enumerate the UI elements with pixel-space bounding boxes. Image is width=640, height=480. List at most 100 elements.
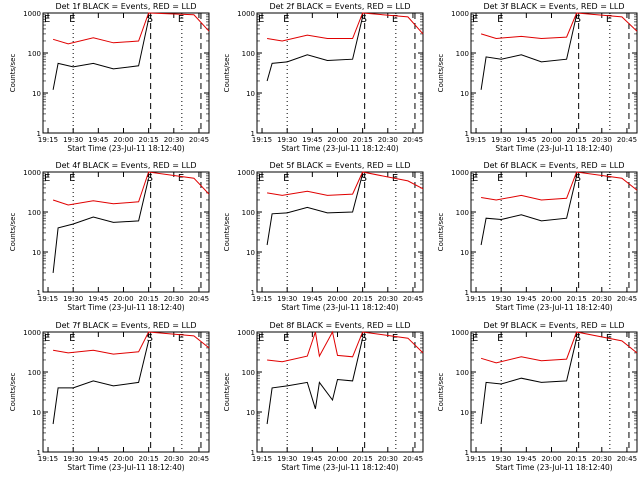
y-axis-label: Counts/sec — [9, 213, 17, 252]
y-tick-label: 10 — [246, 90, 255, 98]
y-tick-label: 100 — [28, 209, 41, 217]
y-tick-label: 10 — [460, 249, 469, 257]
y-tick-label: 10 — [246, 409, 255, 417]
y-axis-label: Counts/sec — [437, 54, 445, 93]
x-axis-label: Start Time (23-Jul-11 18:12:40) — [281, 144, 398, 153]
x-tick-label: 20:30 — [592, 295, 612, 303]
panel-3: Det 3f BLACK = Events, RED = LLD 1 10 100 10… — [437, 2, 638, 153]
y-tick-label: 100 — [456, 209, 469, 217]
chart-title: Det 4f BLACK = Events, RED = LLD — [55, 161, 196, 170]
x-tick-label: 19:15 — [38, 136, 58, 144]
plot-frame — [256, 331, 424, 453]
x-tick-label: 19:30 — [277, 136, 297, 144]
y-tick-label: 1000 — [451, 169, 469, 177]
y-axis-label: Counts/sec — [9, 54, 17, 93]
x-tick-label: 20:00 — [113, 136, 133, 144]
event-marker-label: E — [392, 14, 398, 25]
x-axis-label: Start Time (23-Jul-11 18:12:40) — [495, 463, 612, 472]
event-marker-label: S — [147, 173, 153, 184]
x-tick-label: 19:30 — [63, 455, 83, 463]
x-tick-label: 19:30 — [491, 295, 511, 303]
x-tick-label: 20:45 — [403, 136, 423, 144]
series-line-lld — [481, 171, 638, 201]
series-line-lld — [480, 12, 638, 40]
event-marker-label: S — [147, 333, 153, 344]
y-axis-label: Counts/sec — [437, 213, 445, 252]
plot-frame — [256, 171, 424, 293]
x-tick-label: 19:45 — [88, 136, 108, 144]
plot-frame — [470, 171, 638, 293]
y-tick-label: 1000 — [23, 169, 41, 177]
x-tick-label: 19:45 — [516, 295, 536, 303]
series-line-lld — [267, 12, 424, 42]
panel-4: Det 4f BLACK = Events, RED = LLD 1 10 100 10… — [9, 161, 210, 312]
y-tick-label: 1 — [251, 449, 255, 457]
x-tick-label: 20:15 — [139, 136, 159, 144]
x-tick-label: 20:00 — [541, 136, 561, 144]
event-marker-label: E — [44, 14, 50, 25]
x-tick-label: 20:45 — [617, 455, 637, 463]
x-tick-label: 19:15 — [38, 295, 58, 303]
chart-title: Det 2f BLACK = Events, RED = LLD — [269, 2, 410, 11]
x-tick-label: 19:30 — [63, 295, 83, 303]
x-tick-label: 20:00 — [327, 455, 347, 463]
event-marker-label: E — [69, 14, 75, 25]
series-line-events — [52, 178, 150, 273]
series-line-events — [480, 338, 578, 425]
series-line-events — [52, 340, 150, 425]
x-tick-label: 19:45 — [302, 136, 322, 144]
y-tick-label: 100 — [456, 50, 469, 58]
series-line-lld — [53, 331, 210, 355]
plot-frame — [42, 171, 210, 293]
event-marker-label: S — [575, 14, 581, 25]
y-tick-label: 10 — [246, 249, 255, 257]
panel-9: Det 9f BLACK = Events, RED = LLD 1 10 100 10… — [437, 321, 638, 472]
series-line-lld — [480, 331, 638, 364]
event-marker-label: S — [575, 173, 581, 184]
chart-title: Det 3f BLACK = Events, RED = LLD — [483, 2, 624, 11]
y-tick-label: 100 — [28, 50, 41, 58]
event-marker-label: E — [283, 333, 289, 344]
y-tick-label: 1 — [465, 449, 469, 457]
x-tick-label: 20:45 — [617, 136, 637, 144]
event-marker-label: E — [178, 173, 184, 184]
x-tick-label: 20:15 — [567, 136, 587, 144]
event-marker-label: E — [472, 333, 478, 344]
y-axis-label: Counts/sec — [223, 54, 231, 93]
y-tick-label: 10 — [32, 409, 41, 417]
series-line-events — [266, 338, 364, 425]
event-marker-label: S — [147, 14, 153, 25]
event-marker-label: E — [69, 333, 75, 344]
y-tick-label: 1000 — [23, 329, 41, 337]
event-marker-label: E — [497, 333, 503, 344]
event-marker-label: E — [258, 173, 264, 184]
event-marker-label: S — [361, 333, 367, 344]
y-tick-label: 1 — [37, 449, 41, 457]
x-tick-label: 20:15 — [567, 455, 587, 463]
x-tick-label: 19:15 — [252, 136, 272, 144]
event-marker-label: E — [497, 14, 503, 25]
x-tick-label: 20:15 — [139, 295, 159, 303]
event-marker-label: E — [44, 333, 50, 344]
x-tick-label: 19:45 — [516, 136, 536, 144]
y-tick-label: 1000 — [237, 169, 255, 177]
panel-7: Det 7f BLACK = Events, RED = LLD 1 10 100 10… — [9, 321, 210, 472]
y-tick-label: 1 — [465, 289, 469, 297]
y-tick-label: 1000 — [451, 329, 469, 337]
x-tick-label: 20:00 — [113, 455, 133, 463]
y-tick-label: 100 — [456, 369, 469, 377]
x-tick-label: 20:30 — [378, 136, 398, 144]
x-tick-label: 20:30 — [378, 295, 398, 303]
chart-title: Det 6f BLACK = Events, RED = LLD — [483, 161, 624, 170]
y-axis-label: Counts/sec — [223, 213, 231, 252]
y-axis-label: Counts/sec — [9, 373, 17, 412]
x-tick-label: 20:45 — [189, 136, 209, 144]
panel-2: Det 2f BLACK = Events, RED = LLD 1 10 100 10… — [223, 2, 424, 153]
series-line-lld — [267, 171, 424, 196]
x-tick-label: 20:45 — [403, 455, 423, 463]
series-line-events — [266, 173, 364, 246]
event-marker-label: E — [392, 333, 398, 344]
x-tick-label: 20:30 — [378, 455, 398, 463]
x-tick-label: 19:15 — [38, 455, 58, 463]
